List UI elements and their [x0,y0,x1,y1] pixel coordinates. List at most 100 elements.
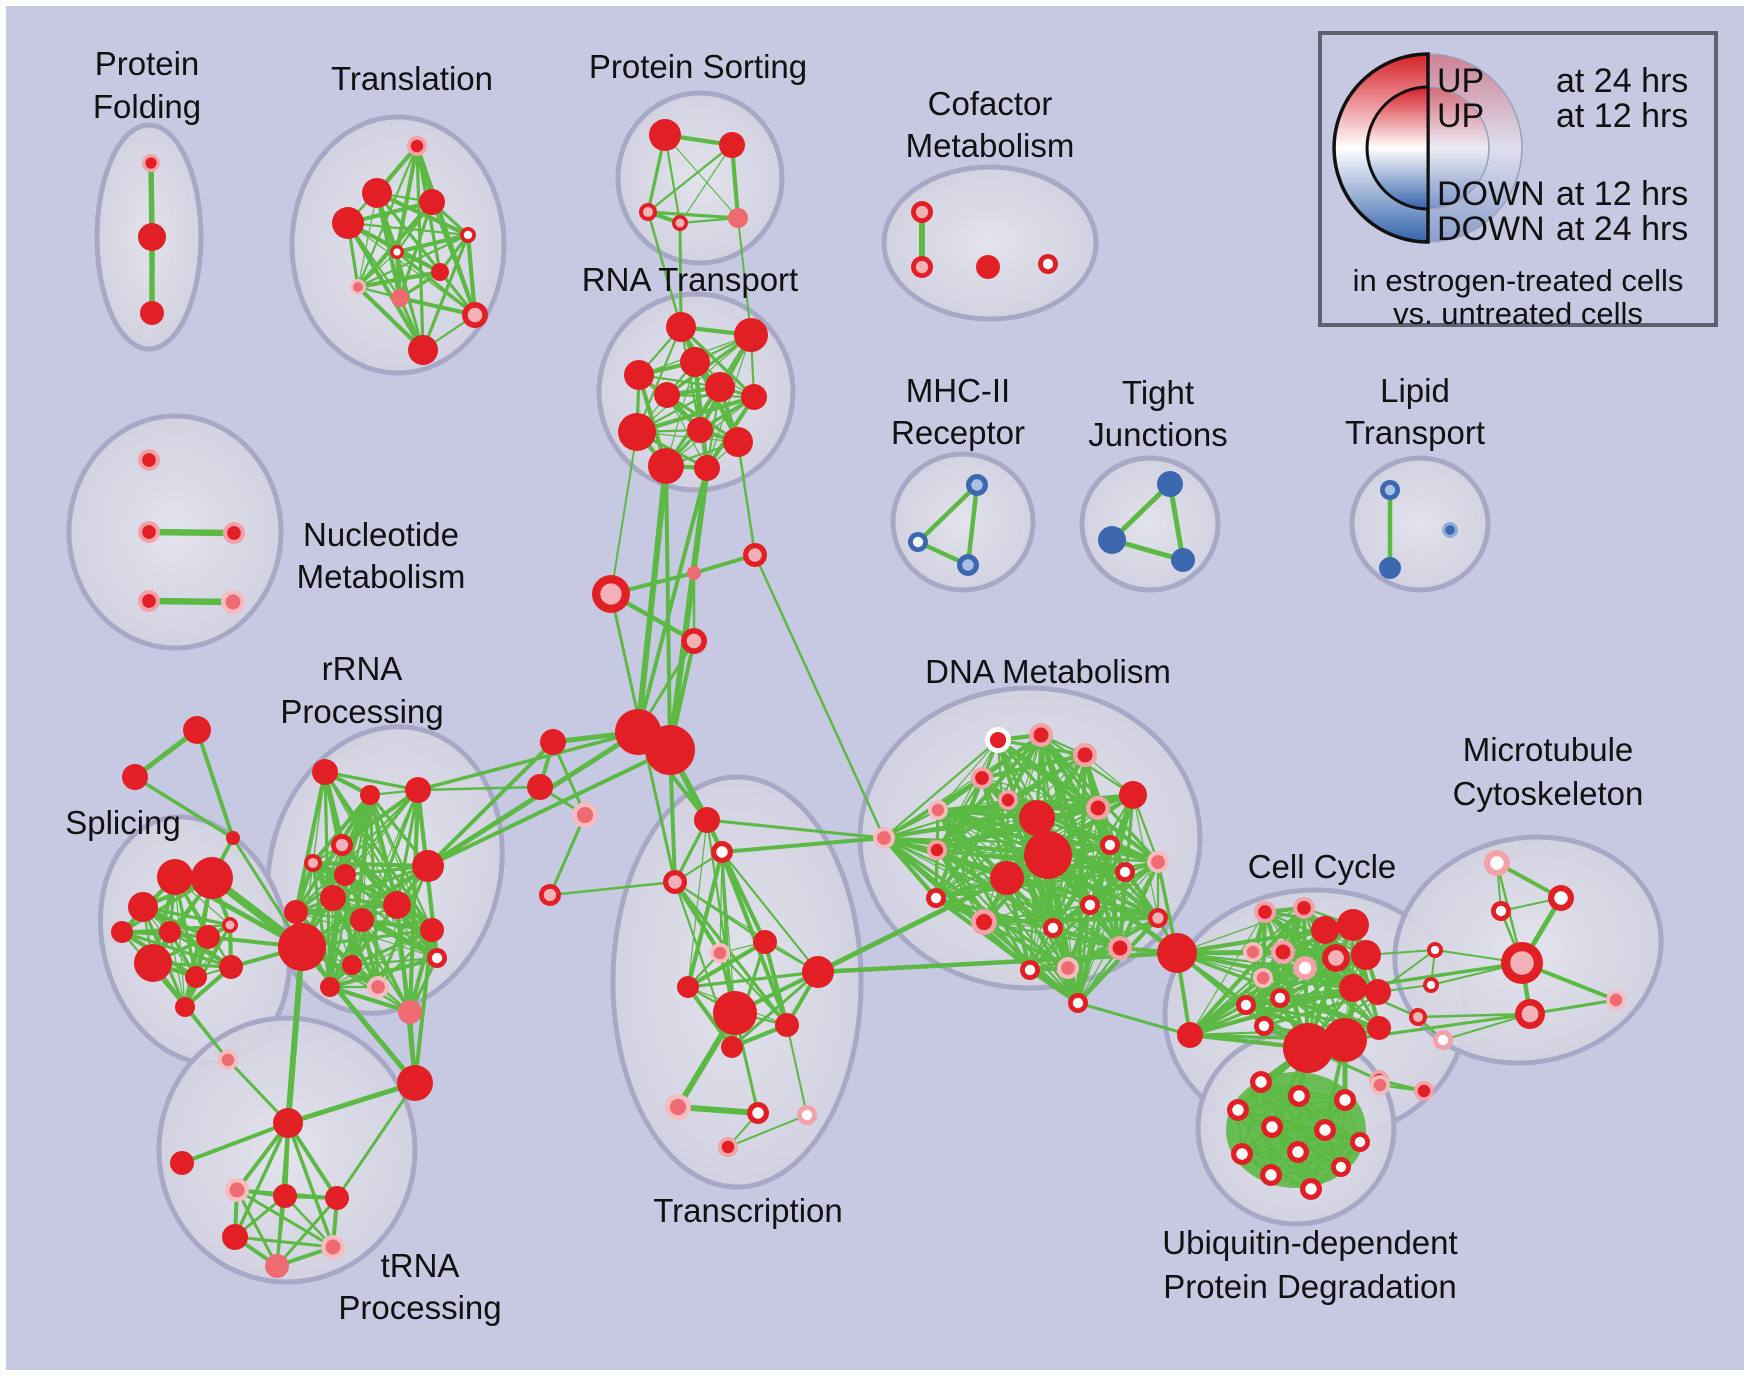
edge-dn [1050,842,1113,931]
network-node-sp [191,857,233,899]
cluster-label-tn: Processing [338,1289,501,1326]
edge-rt [706,334,752,469]
edge-dn [934,798,1010,900]
network-node-core-dn [989,731,1007,749]
cluster-label-lt: Transport [1345,414,1485,451]
edge-dn [1005,797,1101,811]
edge-cross [753,553,886,840]
network-node-sp [159,921,181,943]
cluster-bubble-cf [881,164,1099,322]
edge-mh [965,482,980,568]
network-node-core-dn [975,913,993,931]
edge-rr [294,793,372,914]
network-node-core-nm [142,594,156,608]
network-node-cc [1177,1022,1203,1048]
edge-tn [275,1196,339,1268]
edge-rr [339,787,421,848]
edge-ub [1236,1108,1313,1191]
network-node-core-dn [930,892,942,904]
cluster-label-lt: Lipid [1380,372,1450,409]
network-node-core-cf [915,205,929,219]
network-node-core-dn [1119,866,1131,878]
network-node-dn [1119,781,1147,809]
legend-row-label-2: DOWN [1437,175,1545,213]
edge-tr [395,250,477,317]
cluster-label-mh: MHC-II [906,372,1010,409]
edge-dn [1077,861,1159,1004]
edge-dn [1005,876,1080,1005]
network-node-core-cc [1275,944,1291,960]
edge-rr [311,861,332,989]
network-node-tx [753,930,777,954]
edge-ps [646,210,740,220]
legend-row-time-2: at 12 hrs [1556,175,1688,213]
cluster-label-pf: Protein [95,45,200,82]
cluster-bubble-lt [1349,455,1491,593]
edge-tx [685,984,735,1050]
network-node-core-dn [877,831,891,845]
edge-cross [636,466,709,734]
network-node-sp [196,925,220,949]
network-node-rr [334,864,356,886]
network-node-rt [723,427,753,457]
network-node-core-dn [1072,997,1084,1009]
network-node-tn [273,1184,297,1208]
edge-dn [1067,861,1159,969]
edge-ub [1339,1098,1347,1169]
network-node-dn [1024,831,1072,879]
edge-nm [145,597,237,606]
edge-mt [1442,1013,1531,1041]
legend-circle-inner-right [1427,86,1490,210]
network-node-core-ub [1236,1148,1248,1160]
network-node-rt [666,312,696,342]
edge-cross [678,221,683,329]
edge-dn [882,738,1000,840]
network-node-sp [157,859,193,895]
network-node-cn [527,774,553,800]
edge-ps [646,143,734,214]
edge-tn [286,1121,335,1249]
network-node-core-tx [721,1140,735,1154]
legend-row-time-3: at 24 hrs [1556,210,1688,248]
network-node-tr [431,263,449,281]
network-node-rr [412,850,444,882]
edge-ub [1269,1098,1347,1177]
edge-cross [610,431,638,595]
edge-sp [195,728,235,840]
network-node-core-rr [335,838,349,852]
cluster-label-tj: Junctions [1088,416,1227,453]
cluster-label-cf: Cofactor [928,85,1053,122]
edge-rr [376,928,434,989]
edge-rr [310,792,373,866]
edge-cc [1261,905,1307,1029]
network-node-core-dn [1151,855,1165,869]
legend-row-label-1: UP [1437,97,1484,135]
edge-cross [646,210,683,329]
edge-cross [667,465,710,753]
network-node-core-tx [801,1109,813,1121]
network-node-core-dn [930,843,944,857]
edge-tr [430,200,477,317]
network-node-core-tr [393,248,401,256]
cluster-bubble-tj [1079,455,1221,593]
network-node-core-mt [1490,856,1504,870]
edge-cross [285,1080,418,1126]
edge-tx [673,880,789,1027]
network-node-core-mt [1430,945,1440,955]
edge-tr [465,232,478,318]
network-node-core-ub [1255,1076,1267,1088]
network-node-sp [219,955,243,979]
edge-cross [416,785,542,792]
edge-dn [937,799,1009,811]
cluster-label-tj: Tight [1122,374,1194,411]
edge-rr [339,842,435,933]
cluster-label-mt: Cytoskeleton [1453,775,1644,812]
network-node-tj [1157,471,1183,497]
network-node-rt [694,455,720,481]
network-node-core-dn [1001,793,1015,807]
network-node-core-dn [1047,922,1059,934]
edge-cross [426,740,555,868]
cluster-label-rr: Processing [280,693,443,730]
edge-tr [346,221,470,237]
